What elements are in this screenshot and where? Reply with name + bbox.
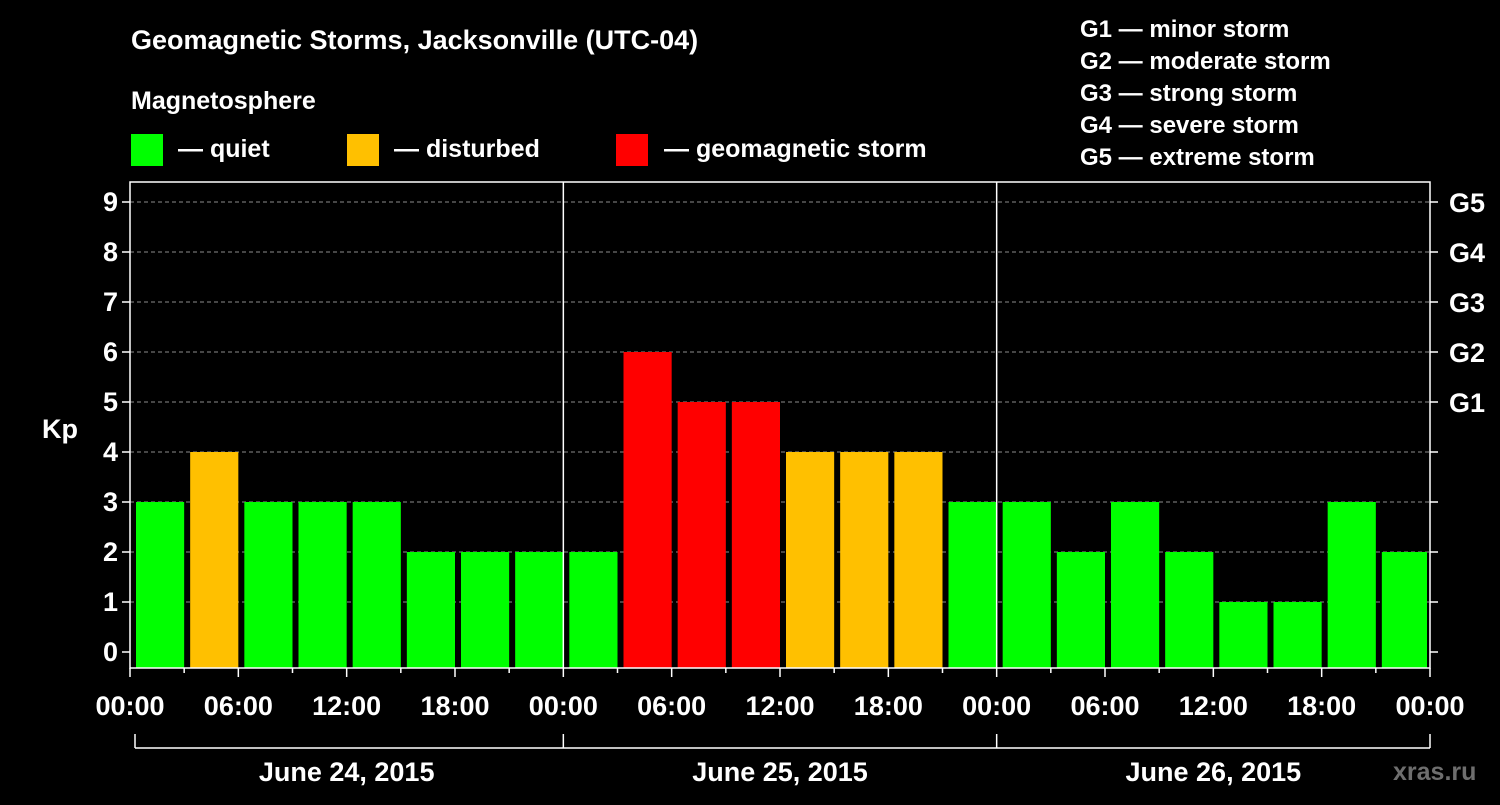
y-axis-label: Kp [42,414,78,444]
legend-swatch-storm [616,134,648,166]
storm-scale-g4: G4 — severe storm [1080,112,1299,139]
y-tick-label-5: 5 [103,387,118,417]
right-label-g3: G3 [1449,288,1485,318]
y-tick-label-7: 7 [103,287,118,317]
kp-bar-2 [244,502,293,668]
y-tick-label-6: 6 [103,337,118,367]
kp-bar-23 [1381,552,1427,668]
x-tick-labels: 00:00 06:00 12:00 18:00 00:00 06:00 12:00 18:00… [95,668,1465,721]
right-label-g4: G4 [1449,238,1485,268]
legend-label-storm: — geomagnetic storm [664,135,927,163]
storm-scale-g2: G2 — moderate storm [1080,48,1331,75]
x-tick-label-6: 12:00 [745,691,814,721]
x-tick-label-11: 18:00 [1287,691,1356,721]
kp-bar-9 [623,352,672,668]
watermark: xras.ru [1393,758,1476,786]
y-tick-label-8: 8 [103,237,118,267]
kp-bar-7 [515,552,564,668]
bars [136,352,1427,668]
kp-bar-12 [786,452,835,668]
x-tick-label-0: 00:00 [95,691,164,721]
kp-bar-13 [840,452,889,668]
y-tick-label-0: 0 [103,637,118,667]
kp-bar-8 [569,552,618,668]
kp-bar-21 [1273,602,1322,668]
x-tick-label-10: 12:00 [1179,691,1248,721]
x-tick-label-8: 00:00 [962,691,1031,721]
chart-title: Geomagnetic Storms, Jacksonville (UTC-04… [131,25,698,55]
legend-swatch-disturbed [347,134,379,166]
kp-bar-0 [136,502,185,668]
legend-label-disturbed: — disturbed [394,135,540,163]
kp-bar-4 [352,502,401,668]
y-tick-labels: 0 1 2 3 4 5 6 7 8 9 [103,187,130,667]
kp-bar-6 [461,552,510,668]
y-tick-label-4: 4 [103,437,118,467]
right-tick-labels: G1 G2 G3 G4 G5 [1430,188,1485,653]
right-label-g5: G5 [1449,188,1485,218]
date-label-2: June 26, 2015 [1126,757,1302,787]
kp-bar-16 [1002,502,1051,668]
kp-bar-19 [1165,552,1214,668]
storm-scale-g5: G5 — extreme storm [1080,144,1315,171]
storm-scale-list: G1 — minor storm G2 — moderate storm G3 … [1080,16,1331,171]
x-tick-label-9: 06:00 [1070,691,1139,721]
legend-swatch-quiet [131,134,163,166]
legend: — quiet — disturbed — geomagnetic storm [131,134,927,166]
storm-scale-g3: G3 — strong storm [1080,80,1297,107]
x-tick-label-3: 18:00 [420,691,489,721]
kp-bar-10 [677,402,726,668]
date-label-1: June 25, 2015 [692,757,868,787]
storm-scale-g1: G1 — minor storm [1080,16,1289,43]
x-tick-label-1: 06:00 [204,691,273,721]
legend-heading: Magnetosphere [131,87,316,115]
y-tick-label-1: 1 [103,587,118,617]
x-tick-label-7: 18:00 [854,691,923,721]
kp-bar-18 [1111,502,1160,668]
y-tick-label-2: 2 [103,537,118,567]
y-tick-label-9: 9 [103,187,118,217]
kp-bar-22 [1327,502,1376,668]
date-label-0: June 24, 2015 [259,757,435,787]
kp-bar-1 [190,452,239,668]
kp-bar-3 [298,502,347,668]
date-axis: June 24, 2015 June 25, 2015 June 26, 2015 [134,734,1431,787]
y-tick-label-3: 3 [103,487,118,517]
kp-bar-14 [894,452,943,668]
x-tick-label-4: 00:00 [529,691,598,721]
kp-bar-20 [1219,602,1268,668]
kp-bar-5 [406,552,455,668]
right-label-g1: G1 [1449,388,1485,418]
right-label-g2: G2 [1449,338,1485,368]
kp-bar-15 [948,502,997,668]
x-tick-label-5: 06:00 [637,691,706,721]
x-tick-label-2: 12:00 [312,691,381,721]
x-tick-label-12: 00:00 [1395,691,1464,721]
kp-bar-11 [731,402,780,668]
kp-bar-17 [1056,552,1105,668]
legend-label-quiet: — quiet [178,135,270,163]
